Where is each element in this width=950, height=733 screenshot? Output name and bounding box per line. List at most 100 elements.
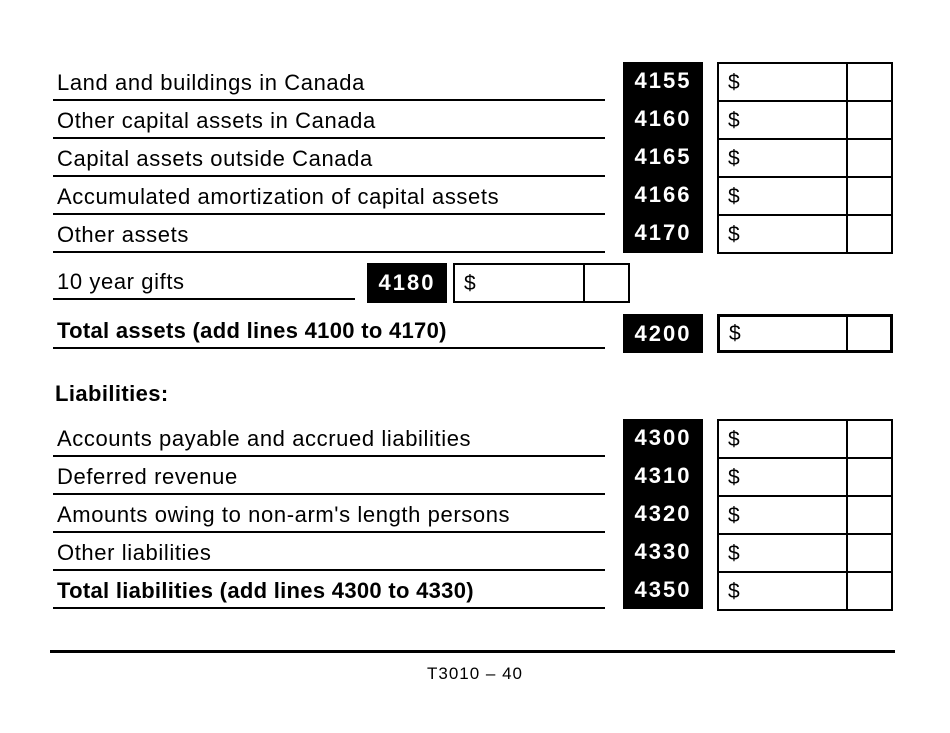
asset-label-row: Land and buildings in Canada bbox=[53, 63, 605, 101]
liability-cents-field[interactable] bbox=[846, 421, 891, 457]
liability-cents-field[interactable] bbox=[846, 535, 891, 571]
total-assets-line-code: 4200 bbox=[634, 320, 692, 346]
liability-label-row: Total liabilities (add lines 4300 to 433… bbox=[53, 571, 605, 609]
footer-rule bbox=[50, 650, 895, 653]
liabilities-heading: Liabilities: bbox=[55, 381, 169, 406]
asset-code-column: 4155 4160 4165 4166 4170 bbox=[623, 62, 703, 253]
liability-line-code: 4300 bbox=[634, 425, 692, 450]
liability-dollar-amount-field[interactable]: $ bbox=[719, 459, 846, 495]
asset-cents-field[interactable] bbox=[846, 216, 891, 252]
asset-line-code: 4165 bbox=[634, 144, 692, 169]
asset-label: Accumulated amortization of capital asse… bbox=[57, 184, 500, 209]
dollar-sign: $ bbox=[728, 427, 740, 451]
total-assets-dollar-amount-field[interactable]: $ bbox=[720, 317, 846, 350]
dollar-sign: $ bbox=[728, 541, 740, 565]
total-assets-amount-box: $ bbox=[717, 314, 893, 353]
dollar-sign: $ bbox=[728, 70, 740, 94]
asset-amount-field-row: $ bbox=[719, 176, 891, 214]
liability-label-row: Other liabilities bbox=[53, 533, 605, 571]
asset-label-row: Capital assets outside Canada bbox=[53, 139, 605, 177]
asset-label-rows: Land and buildings in Canada Other capita… bbox=[53, 63, 605, 253]
liability-label: Total liabilities (add lines 4300 to 433… bbox=[57, 578, 474, 603]
liability-line-code-cell: 4350 bbox=[623, 571, 703, 609]
asset-dollar-amount-field[interactable]: $ bbox=[719, 102, 846, 138]
liability-dollar-amount-field[interactable]: $ bbox=[719, 535, 846, 571]
liability-label: Amounts owing to non-arm's length person… bbox=[57, 502, 511, 527]
asset-line-code: 4160 bbox=[634, 106, 692, 131]
dollar-sign: $ bbox=[728, 184, 740, 208]
asset-amount-field-row: $ bbox=[719, 138, 891, 176]
asset-cents-field[interactable] bbox=[846, 140, 891, 176]
asset-label: Other capital assets in Canada bbox=[57, 108, 376, 133]
liability-line-code: 4320 bbox=[634, 501, 692, 526]
liability-amount-field-row: $ bbox=[719, 533, 891, 571]
liability-cents-field[interactable] bbox=[846, 497, 891, 533]
asset-label: Land and buildings in Canada bbox=[57, 70, 365, 95]
asset-amount-field-row: $ bbox=[719, 100, 891, 138]
gifts-line-code-box: 4180 bbox=[367, 263, 447, 303]
total-assets-line-code-box: 4200 bbox=[623, 314, 703, 353]
asset-label: Capital assets outside Canada bbox=[57, 146, 373, 171]
asset-dollar-amount-field[interactable]: $ bbox=[719, 64, 846, 100]
dollar-sign: $ bbox=[728, 465, 740, 489]
liability-line-code-cell: 4300 bbox=[623, 419, 703, 457]
asset-line-code: 4155 bbox=[634, 68, 692, 93]
asset-line-code-cell: 4155 bbox=[623, 62, 703, 100]
asset-line-code-cell: 4160 bbox=[623, 100, 703, 138]
page-number: T3010 – 40 bbox=[426, 664, 523, 683]
liability-label: Deferred revenue bbox=[57, 464, 238, 489]
liability-label-row: Accounts payable and accrued liabilities bbox=[53, 419, 605, 457]
liability-label-row: Deferred revenue bbox=[53, 457, 605, 495]
liability-line-code: 4330 bbox=[634, 539, 692, 564]
dollar-sign: $ bbox=[728, 222, 740, 246]
liability-line-code: 4350 bbox=[634, 577, 692, 602]
asset-cents-field[interactable] bbox=[846, 102, 891, 138]
dollar-sign: $ bbox=[728, 579, 740, 603]
dollar-sign: $ bbox=[728, 146, 740, 170]
gifts-amount-box: $ bbox=[453, 263, 630, 303]
gifts-cents-field[interactable] bbox=[583, 265, 628, 301]
liability-amount-table: $ $ $ $ $ bbox=[717, 419, 893, 611]
dollar-sign: $ bbox=[728, 108, 740, 132]
gifts-dollar-amount-field[interactable]: $ bbox=[455, 265, 583, 301]
liability-line-code-cell: 4310 bbox=[623, 457, 703, 495]
liability-label-rows: Accounts payable and accrued liabilities… bbox=[53, 419, 605, 609]
asset-cents-field[interactable] bbox=[846, 178, 891, 214]
total-assets-label: Total assets (add lines 4100 to 4170) bbox=[57, 318, 447, 343]
liability-dollar-amount-field[interactable]: $ bbox=[719, 421, 846, 457]
liability-cents-field[interactable] bbox=[846, 573, 891, 609]
asset-line-code-cell: 4170 bbox=[623, 214, 703, 252]
total-assets-cents-field[interactable] bbox=[846, 317, 890, 350]
liability-label-row: Amounts owing to non-arm's length person… bbox=[53, 495, 605, 533]
asset-line-code: 4170 bbox=[634, 220, 692, 245]
gifts-line-code: 4180 bbox=[378, 270, 436, 295]
total-assets-label-row: Total assets (add lines 4100 to 4170) bbox=[53, 311, 605, 349]
asset-label-row: Accumulated amortization of capital asse… bbox=[53, 177, 605, 215]
asset-amount-field-row: $ bbox=[719, 214, 891, 252]
dollar-sign: $ bbox=[729, 322, 741, 345]
asset-line-code-cell: 4165 bbox=[623, 138, 703, 176]
gifts-label-row: 10 year gifts bbox=[53, 262, 355, 300]
dollar-sign: $ bbox=[728, 503, 740, 527]
asset-dollar-amount-field[interactable]: $ bbox=[719, 216, 846, 252]
liability-dollar-amount-field[interactable]: $ bbox=[719, 497, 846, 533]
liability-dollar-amount-field[interactable]: $ bbox=[719, 573, 846, 609]
liability-cents-field[interactable] bbox=[846, 459, 891, 495]
asset-amount-field-row: $ bbox=[719, 64, 891, 100]
asset-dollar-amount-field[interactable]: $ bbox=[719, 140, 846, 176]
liability-amount-field-row: $ bbox=[719, 495, 891, 533]
liability-code-column: 4300 4310 4320 4330 4350 bbox=[623, 419, 703, 609]
liability-amount-field-row: $ bbox=[719, 571, 891, 609]
asset-label-row: Other assets bbox=[53, 215, 605, 253]
gifts-label: 10 year gifts bbox=[57, 269, 185, 294]
dollar-sign: $ bbox=[464, 271, 476, 295]
liability-label: Accounts payable and accrued liabilities bbox=[57, 426, 472, 451]
asset-cents-field[interactable] bbox=[846, 64, 891, 100]
asset-label: Other assets bbox=[57, 222, 189, 247]
asset-label-row: Other capital assets in Canada bbox=[53, 101, 605, 139]
asset-amount-table: $ $ $ $ $ bbox=[717, 62, 893, 254]
liability-amount-field-row: $ bbox=[719, 421, 891, 457]
asset-line-code-cell: 4166 bbox=[623, 176, 703, 214]
asset-dollar-amount-field[interactable]: $ bbox=[719, 178, 846, 214]
liability-line-code: 4310 bbox=[634, 463, 692, 488]
